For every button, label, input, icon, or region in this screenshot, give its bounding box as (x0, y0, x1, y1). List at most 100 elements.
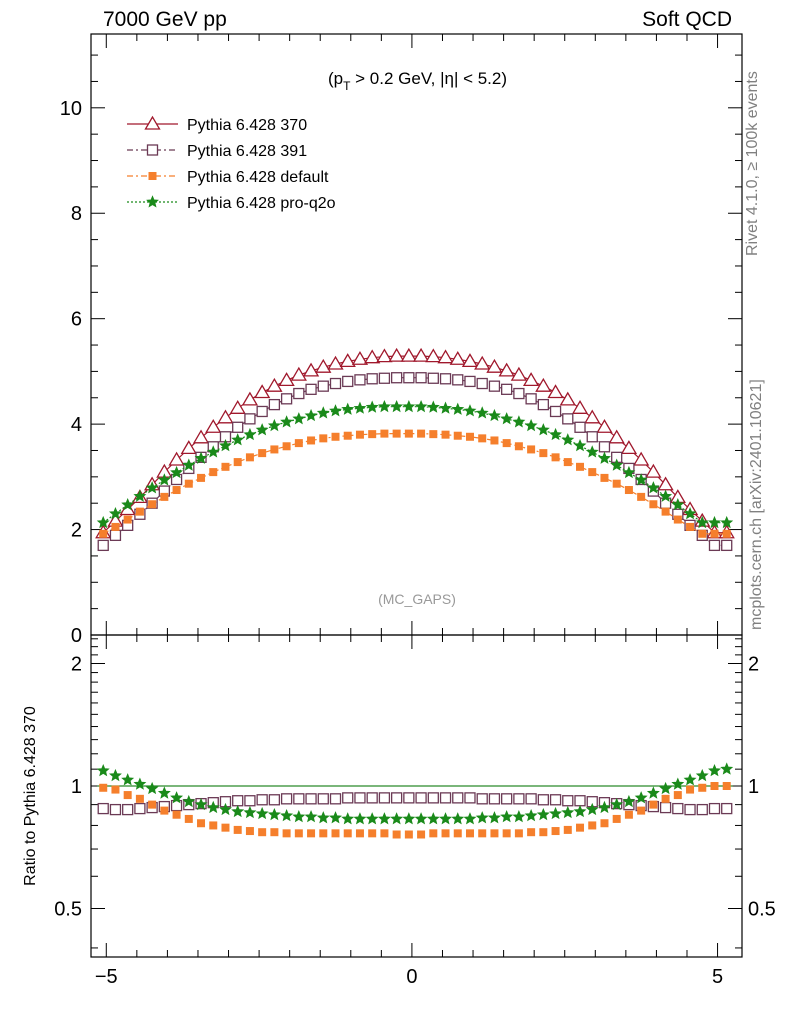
data-point (157, 473, 171, 486)
ratio-point (402, 812, 416, 825)
data-point (206, 445, 220, 458)
data-point (267, 418, 281, 432)
data-point (412, 347, 430, 362)
data-point (437, 349, 454, 364)
data-point (620, 440, 638, 455)
data-point (197, 473, 206, 482)
ratio-point (549, 794, 562, 806)
data-point (339, 353, 356, 368)
ratio-point (476, 793, 488, 805)
main-ytick-label: 0 (71, 625, 82, 647)
main-ytick-label: 6 (71, 309, 82, 331)
ratio-point (414, 812, 428, 825)
ratio-point (549, 806, 563, 820)
ratio-point (539, 828, 548, 837)
data-point (182, 458, 196, 471)
data-point (376, 348, 393, 363)
ratio-point (574, 795, 586, 807)
data-point (111, 522, 120, 531)
data-point (209, 468, 218, 477)
data-point (573, 438, 587, 452)
data-point (280, 393, 293, 405)
ratio-point (270, 828, 279, 837)
ratio-point (634, 791, 648, 804)
ratio-point (429, 829, 438, 838)
data-point (378, 372, 391, 384)
ratio-point (451, 812, 465, 825)
data-point (99, 529, 108, 538)
ratio-point (267, 807, 281, 821)
data-point (547, 384, 564, 399)
data-point (319, 434, 328, 443)
series-line (102, 355, 727, 534)
ratio-point (209, 821, 218, 830)
ratio-point (170, 791, 184, 804)
data-point (390, 372, 403, 384)
ratio-point (475, 811, 489, 824)
ratio-point (588, 821, 597, 830)
ratio-point (353, 812, 367, 825)
cut-title-open: (p (328, 69, 343, 88)
ratio-point (439, 792, 452, 804)
data-point (366, 373, 378, 385)
main-panel: 0 2 4 6 8 10 (pT > 0.2 GeV, |η| < 5.2) (MC_GAPS… (60, 33, 743, 647)
data-point (527, 445, 536, 454)
ratio-point (258, 828, 267, 837)
data-point (588, 468, 597, 477)
ratio-xtick-label: 5 (712, 966, 723, 988)
data-point (475, 406, 489, 419)
ratio-point (686, 785, 695, 794)
ratio-point (525, 793, 537, 805)
ratio-point (108, 768, 122, 782)
ratio-point (160, 806, 169, 815)
data-point (243, 427, 257, 441)
ratio-panel: 0.5 0.5 1 1 2 2 −5 0 5 Ratio to Pythia 6.428 370 (22, 634, 776, 988)
ratio-frame (90, 634, 743, 958)
ratio-point (500, 810, 514, 823)
ratio-ylabel: Ratio to Pythia 6.428 370 (22, 706, 39, 886)
ratio-point (280, 808, 294, 822)
data-point (649, 500, 658, 509)
data-point (512, 415, 526, 428)
ratio-point (561, 805, 575, 819)
data-point (160, 492, 169, 501)
data-point (292, 412, 306, 425)
ratio-point (637, 806, 646, 815)
data-point (133, 489, 147, 502)
data-point (304, 408, 318, 422)
data-point (390, 399, 404, 413)
data-point (415, 372, 427, 384)
data-point (498, 362, 515, 377)
ratio-point (197, 819, 206, 828)
ratio-point (390, 792, 403, 804)
data-point (661, 507, 670, 516)
ratio-point (390, 812, 404, 825)
ratio-point (463, 812, 477, 825)
legend-marker (146, 195, 159, 208)
data-point (720, 515, 734, 529)
data-point (451, 402, 465, 415)
data-point (608, 429, 625, 444)
ratio-point (695, 768, 709, 782)
data-point (417, 429, 426, 438)
ratio-point (551, 827, 560, 836)
data-point (671, 497, 685, 511)
data-point (270, 445, 279, 454)
data-point (184, 479, 193, 488)
data-point (637, 492, 646, 501)
data-point (293, 387, 305, 400)
process-label: Soft QCD (642, 8, 732, 31)
data-point (574, 421, 586, 433)
ratio-point (624, 810, 633, 819)
ratio-point (439, 812, 452, 825)
ratio-point (219, 802, 232, 816)
data-point (380, 429, 389, 438)
data-point (476, 377, 488, 390)
data-point (683, 506, 697, 520)
data-point (474, 355, 491, 370)
ratio-point (245, 827, 254, 836)
data-point (571, 400, 589, 414)
data-point (351, 350, 369, 365)
data-point (364, 349, 381, 364)
data-point (439, 373, 452, 385)
